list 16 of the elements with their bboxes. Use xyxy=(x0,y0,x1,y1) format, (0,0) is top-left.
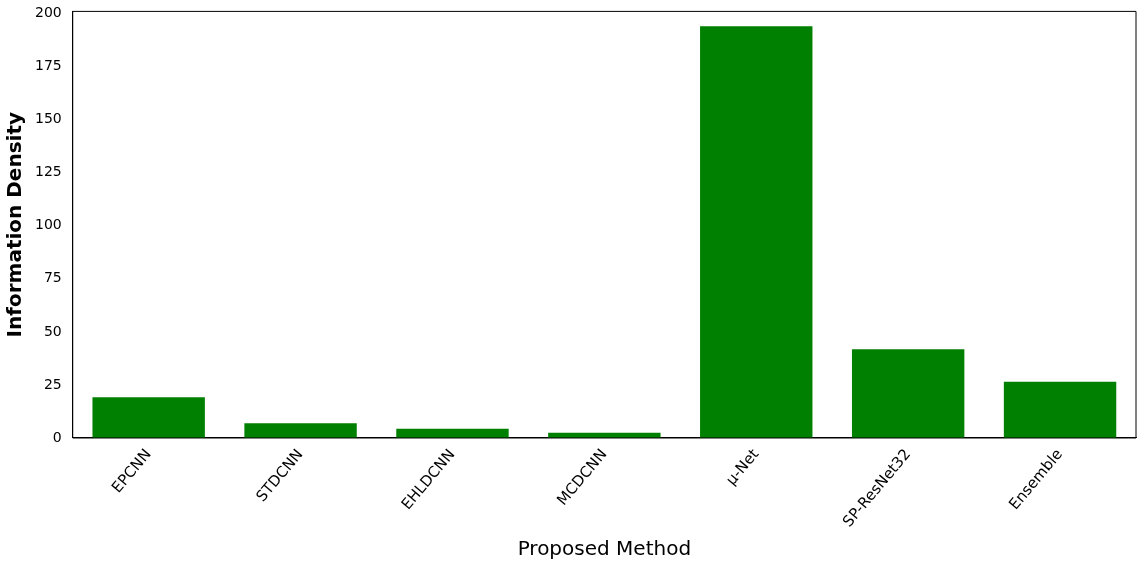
y-tick-label: 200 xyxy=(34,4,62,21)
bar xyxy=(1003,381,1117,438)
y-axis-title: Information Density xyxy=(2,111,27,338)
bar xyxy=(851,349,965,438)
y-tick-label: 150 xyxy=(34,110,62,127)
y-tick-label: 125 xyxy=(34,163,62,180)
y-tick-label: 100 xyxy=(34,216,62,233)
y-tick-label: 0 xyxy=(52,428,62,445)
bar xyxy=(700,26,813,438)
bar xyxy=(92,397,205,438)
y-tick-label: 50 xyxy=(43,322,62,339)
x-axis-title: Proposed Method xyxy=(517,536,692,561)
y-tick-label: 75 xyxy=(43,269,62,286)
y-tick-label: 175 xyxy=(34,57,62,74)
bar xyxy=(244,423,357,438)
y-tick-label: 25 xyxy=(43,375,62,392)
